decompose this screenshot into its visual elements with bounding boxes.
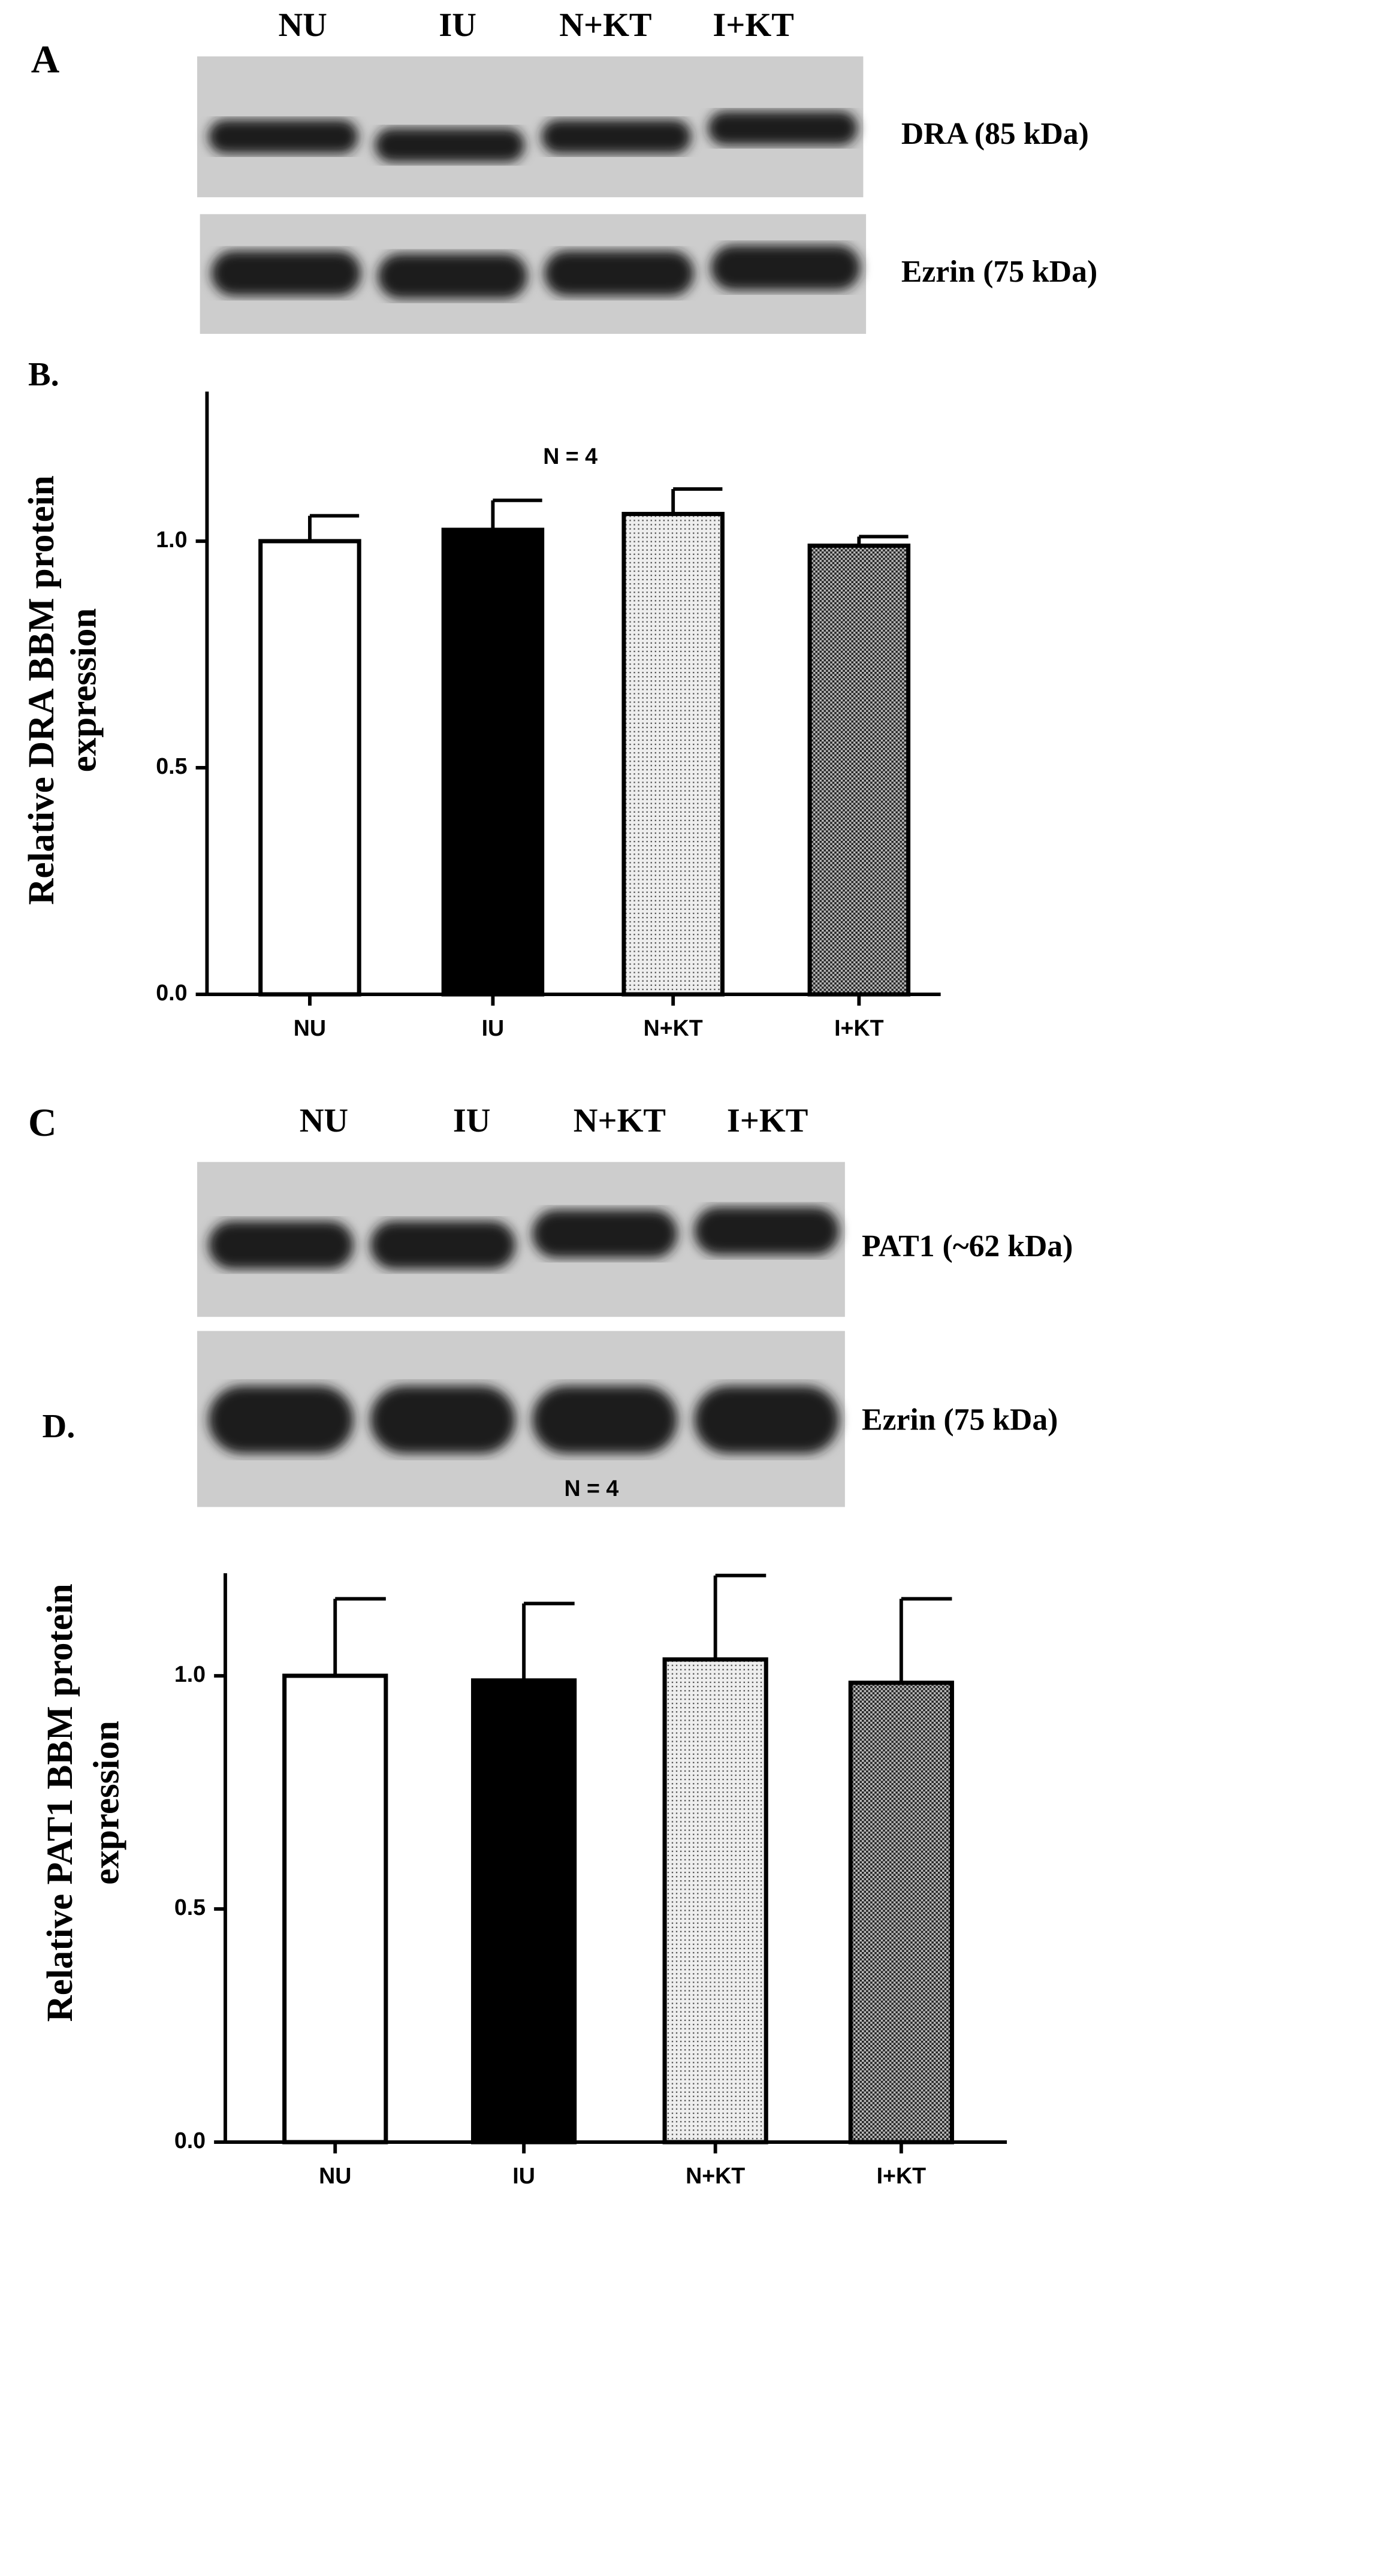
y-tick-label: 0.0 (174, 2128, 206, 2153)
blot-band (532, 1386, 678, 1454)
blot-band (694, 1386, 840, 1454)
lane-label: N+KT (559, 7, 651, 44)
lane-label: IU (453, 1102, 491, 1139)
blot-band (711, 245, 861, 291)
panel-label: D. (42, 1408, 75, 1445)
blot-band (541, 119, 692, 154)
lane-label: NU (278, 7, 327, 44)
y-axis-label: expression (64, 608, 104, 773)
y-axis-label: expression (86, 1721, 126, 1885)
y-tick-label: 0.0 (156, 980, 187, 1005)
x-tick-label: IU (482, 1015, 505, 1040)
row-label: Ezrin (75 kDa) (901, 255, 1097, 289)
blot-band (370, 1221, 516, 1269)
row-label: DRA (85 kDa) (901, 117, 1089, 151)
x-tick-label: I+KT (877, 2163, 927, 2188)
y-axis-label: Relative DRA BBM protein (22, 475, 62, 905)
blot-band (544, 251, 694, 296)
lane-label: IU (439, 7, 476, 44)
bar (258, 539, 361, 997)
blot-band (375, 128, 525, 162)
blot-band (694, 1206, 840, 1255)
y-tick-label: 0.5 (174, 1895, 206, 1920)
lane-label: N+KT (574, 1102, 666, 1139)
lane-label: I+KT (713, 7, 794, 44)
blot-band (532, 1209, 678, 1258)
bar (662, 1657, 768, 2144)
bar (848, 1681, 954, 2144)
blot-band (208, 119, 358, 154)
blot-band (708, 111, 858, 146)
y-tick-label: 0.5 (156, 753, 187, 779)
panel-label: C (28, 1101, 57, 1145)
row-label: PAT1 (~62 kDa) (862, 1229, 1073, 1263)
blot-band (370, 1386, 516, 1454)
x-tick-label: I+KT (834, 1015, 884, 1040)
lane-label: NU (300, 1102, 348, 1139)
y-axis-label: Relative PAT1 BBM protein (40, 1583, 80, 2022)
panel-label: A (31, 38, 60, 82)
annotation: N = 4 (543, 444, 598, 469)
bar (282, 1673, 388, 2144)
blot-band (208, 1386, 354, 1454)
x-tick-label: N+KT (644, 1015, 703, 1040)
bar (470, 1678, 577, 2144)
y-tick-label: 1.0 (174, 1661, 206, 1687)
blot-band (208, 1221, 354, 1269)
annotation: N = 4 (564, 1476, 618, 1501)
x-tick-label: N+KT (686, 2163, 745, 2188)
x-tick-label: NU (294, 1015, 326, 1040)
lane-label: I+KT (727, 1102, 808, 1139)
x-tick-label: IU (512, 2163, 535, 2188)
blot-band (378, 254, 527, 299)
blot-band (211, 251, 361, 296)
bar (441, 527, 545, 997)
panel-label: B. (28, 356, 59, 393)
bar (621, 512, 725, 997)
x-tick-label: NU (319, 2163, 351, 2188)
row-label: Ezrin (75 kDa) (862, 1402, 1058, 1437)
y-tick-label: 1.0 (156, 527, 187, 552)
bar (807, 543, 911, 997)
